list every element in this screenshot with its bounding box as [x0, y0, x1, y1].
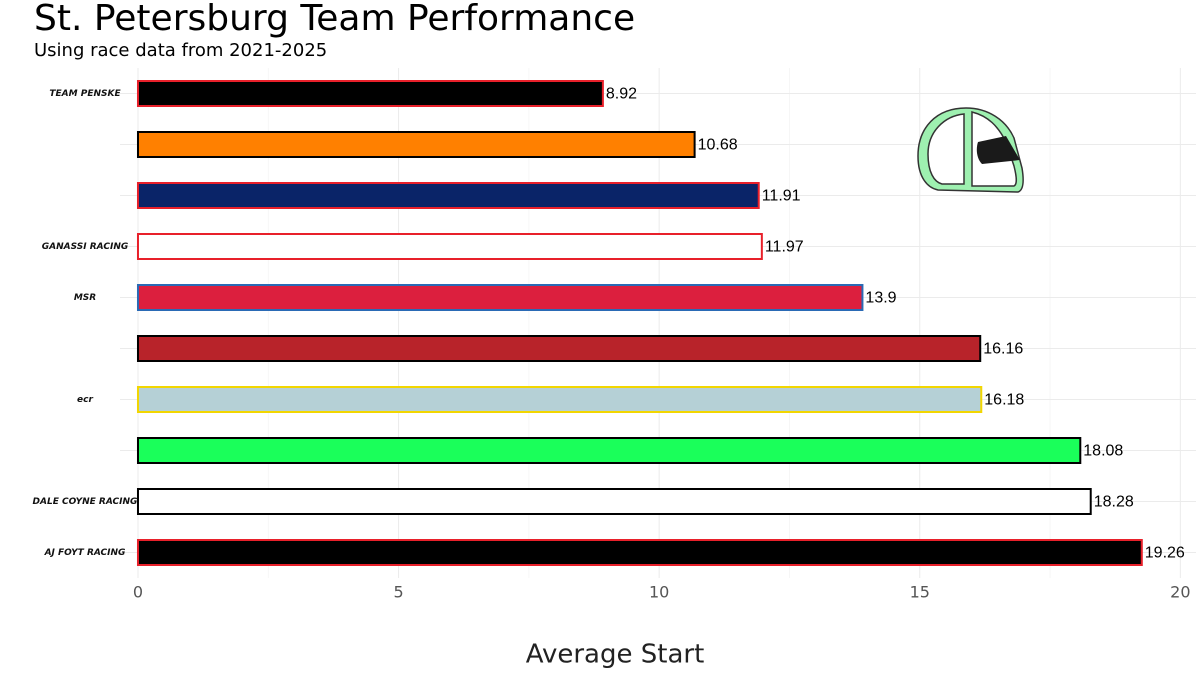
- value-label: 10.68: [698, 137, 738, 154]
- x-tick-label: 10: [649, 583, 669, 602]
- x-tick-label: 0: [133, 583, 143, 602]
- x-tick-label: 15: [910, 583, 930, 602]
- bar: [136, 80, 604, 107]
- value-label: 11.91: [762, 188, 801, 205]
- team-logo-label: ecr: [77, 395, 93, 405]
- bar: [136, 131, 696, 158]
- marks: 8.92 10.68 11.91 11.97 13.9 16.16 16.18 18.08 18…: [136, 80, 1185, 566]
- x-tick-label: 5: [393, 583, 403, 602]
- value-label: 13.9: [865, 290, 896, 307]
- team-logo-label: MSR: [74, 293, 96, 303]
- value-label: 16.16: [983, 341, 1023, 358]
- chart-subtitle: Using race data from 2021-2025: [34, 40, 327, 61]
- x-tick-label: 20: [1170, 583, 1190, 602]
- team-logo-label: AJ FOYT RACING: [44, 548, 126, 558]
- bar: [136, 437, 1082, 464]
- value-label: 11.97: [765, 239, 804, 256]
- bar: [136, 233, 763, 260]
- value-label: 16.18: [984, 392, 1024, 409]
- value-label: 19.26: [1145, 545, 1185, 562]
- team-logo-label: DALE COYNE RACING: [33, 497, 138, 507]
- bar: [136, 284, 864, 311]
- value-label: 8.92: [606, 86, 637, 103]
- bar: [136, 539, 1143, 566]
- chart-title: St. Petersburg Team Performance: [34, 0, 635, 39]
- bar: [136, 335, 982, 362]
- helmet-icon: [917, 107, 1024, 193]
- value-label: 18.08: [1083, 443, 1123, 460]
- bar: [136, 182, 760, 209]
- team-logo-label: TEAM PENSKE: [49, 89, 121, 99]
- bar: [136, 488, 1092, 515]
- value-label: 18.28: [1094, 494, 1134, 511]
- bar: [136, 386, 983, 413]
- team-logo-label: GANASSI RACING: [42, 242, 128, 252]
- x-axis-title: Average Start: [526, 640, 705, 670]
